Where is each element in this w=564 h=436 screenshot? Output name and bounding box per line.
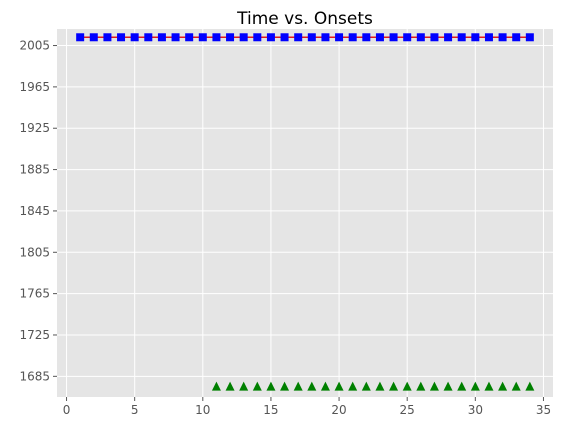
square-marker (103, 33, 112, 42)
triangle-marker (361, 381, 371, 391)
y-tick-label: 1805 (19, 245, 50, 259)
y-tick-label: 2005 (19, 39, 50, 53)
triangle-marker (239, 381, 249, 391)
square-marker (335, 33, 344, 42)
square-marker (307, 33, 316, 42)
triangle-marker (470, 381, 480, 391)
chart-title: Time vs. Onsets (236, 9, 373, 29)
square-marker (498, 33, 507, 42)
square-marker (171, 33, 180, 42)
square-marker (321, 33, 330, 42)
square-marker (117, 33, 126, 42)
series-3 (211, 381, 535, 391)
x-tick-label: 30 (468, 403, 483, 417)
triangle-marker (416, 381, 426, 391)
triangle-marker (320, 381, 330, 391)
y-axis: 1685 1725 1765 1805 1845 1885 1925 1965 2005 (19, 39, 57, 383)
triangle-marker (375, 381, 385, 391)
triangle-marker (266, 381, 276, 391)
x-tick-label: 10 (195, 403, 210, 417)
square-marker (375, 33, 384, 42)
triangle-marker (525, 381, 535, 391)
square-marker (457, 33, 466, 42)
square-marker (280, 33, 289, 42)
square-marker (294, 33, 303, 42)
triangle-marker (348, 381, 358, 391)
triangle-marker (334, 381, 344, 391)
y-tick-label: 1885 (19, 163, 50, 177)
triangle-marker (402, 381, 412, 391)
y-tick-label: 1765 (19, 287, 50, 301)
square-marker (444, 33, 453, 42)
grid (57, 29, 553, 397)
y-tick-label: 1845 (19, 204, 50, 218)
square-marker (89, 33, 98, 42)
y-tick-label: 1925 (19, 121, 50, 135)
square-marker (226, 33, 235, 42)
square-marker (198, 33, 207, 42)
triangle-marker (307, 381, 317, 391)
square-marker (239, 33, 248, 42)
square-marker (253, 33, 262, 42)
square-marker (185, 33, 194, 42)
square-marker (416, 33, 425, 42)
square-marker (484, 33, 493, 42)
x-tick-label: 5 (131, 403, 139, 417)
y-tick-label: 1725 (19, 328, 50, 342)
square-marker (76, 33, 85, 42)
series-2 (76, 33, 534, 42)
triangle-marker (211, 381, 221, 391)
triangle-marker (429, 381, 439, 391)
square-marker (212, 33, 221, 42)
y-tick-label: 1965 (19, 80, 50, 94)
triangle-marker (511, 381, 521, 391)
triangle-marker (484, 381, 494, 391)
square-marker (144, 33, 153, 42)
square-marker (512, 33, 521, 42)
y-tick-label: 1685 (19, 369, 50, 383)
triangle-marker (498, 381, 508, 391)
triangle-marker (389, 381, 399, 391)
triangle-marker (280, 381, 290, 391)
square-marker (389, 33, 398, 42)
square-marker (362, 33, 371, 42)
x-tick-label: 15 (263, 403, 278, 417)
triangle-marker (293, 381, 303, 391)
triangle-marker (252, 381, 262, 391)
square-marker (266, 33, 275, 42)
x-axis: 0 5 10 15 20 25 30 35 (63, 397, 551, 417)
x-tick-label: 20 (331, 403, 346, 417)
plot-area (57, 29, 553, 397)
x-tick-label: 35 (536, 403, 551, 417)
square-marker (348, 33, 357, 42)
triangle-marker (457, 381, 467, 391)
x-tick-label: 0 (63, 403, 71, 417)
triangle-marker (225, 381, 235, 391)
x-tick-label: 25 (400, 403, 415, 417)
square-marker (525, 33, 534, 42)
square-marker (403, 33, 412, 42)
triangle-marker (443, 381, 453, 391)
square-marker (471, 33, 480, 42)
square-marker (157, 33, 166, 42)
series-layer (76, 33, 535, 391)
square-marker (130, 33, 139, 42)
square-marker (430, 33, 439, 42)
